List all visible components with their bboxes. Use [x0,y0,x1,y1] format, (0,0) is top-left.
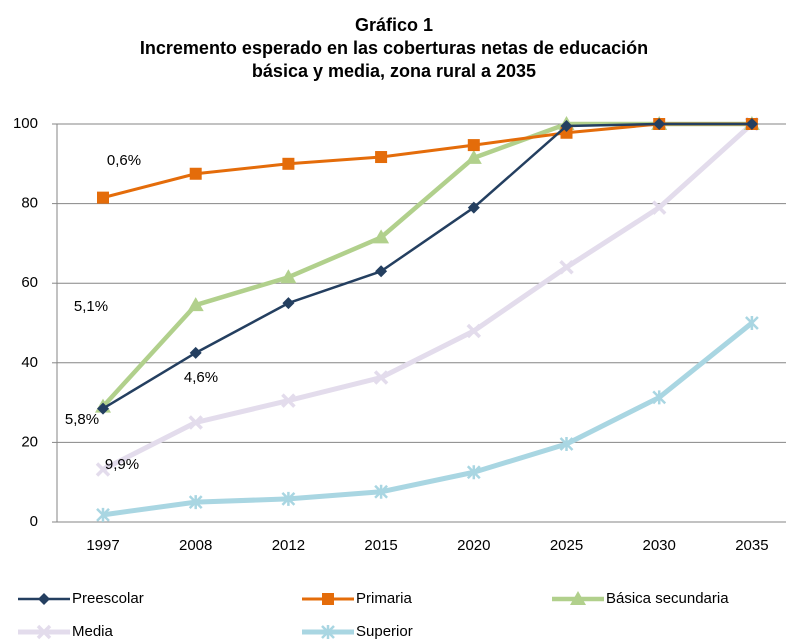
x-tick-label: 2015 [364,537,397,554]
annotation: 5,8% [65,411,99,428]
x-tick-label: 2020 [457,537,490,554]
marker [373,229,390,244]
marker [373,370,389,385]
annotation: 5,1% [74,298,108,315]
marker [653,118,666,130]
marker [745,118,758,130]
legend-item: Media [18,623,114,640]
line [102,122,752,410]
annotation: 4,6% [184,369,218,386]
marker [374,484,388,499]
marker [97,402,109,415]
legend-label: Media [72,623,114,640]
marker [187,297,204,312]
marker [281,491,296,506]
x-tick-label: 1997 [86,537,119,554]
series [97,118,758,204]
legend-marker [36,624,52,640]
legend-marker [38,593,50,605]
marker [466,323,482,339]
marker [189,167,202,180]
marker [96,507,110,522]
legend-label: Primaria [356,590,412,607]
x-tick-label: 2035 [735,537,768,554]
x-tick-label: 2012 [272,537,305,554]
y-tick-label: 40 [21,354,38,371]
line [102,122,752,200]
legend-marker [570,591,586,605]
x-tick-label: 2008 [179,537,212,554]
marker [559,260,574,275]
marker [466,465,481,480]
marker [188,495,203,510]
marker [745,316,759,330]
chart-title: Gráfico 1 [355,15,433,35]
annotation: 9,9% [105,456,139,473]
marker [652,390,667,405]
legend-label: Superior [356,623,413,640]
x-tick-label: 2030 [643,537,676,554]
y-tick-label: 100 [13,115,38,132]
line [101,122,754,472]
marker [651,200,667,215]
marker [375,151,388,164]
x-tick-label: 2025 [550,537,583,554]
marker [465,149,482,164]
legend-item: Preescolar [18,590,144,607]
marker [189,346,202,359]
y-tick-label: 20 [21,433,38,450]
marker [282,157,295,170]
y-tick-label: 0 [30,513,38,530]
legend-label: Preescolar [72,590,144,607]
marker [467,139,480,152]
chart-title: básica y media, zona rural a 2035 [252,61,536,81]
marker [467,201,480,214]
marker [560,119,573,132]
marker [282,297,295,310]
legend-item: Primaria [302,590,412,607]
series [97,118,758,415]
annotation: 0,6% [107,152,141,169]
chart-title: Incremento esperado en las coberturas ne… [140,38,648,58]
y-tick-label: 80 [21,195,38,212]
legend-marker [321,625,335,639]
marker [95,462,111,477]
marker [280,269,297,284]
line [101,121,752,409]
marker [188,415,203,430]
legend-item: Superior [302,623,413,640]
marker [97,191,109,204]
legend-label: Básica secundaria [606,590,729,607]
y-tick-label: 60 [21,274,38,291]
marker [281,393,296,408]
series [96,316,759,522]
legend-marker [322,593,334,605]
marker [375,265,388,278]
legend-item: Básica secundaria [552,590,729,607]
marker [559,436,574,451]
line [102,321,754,518]
